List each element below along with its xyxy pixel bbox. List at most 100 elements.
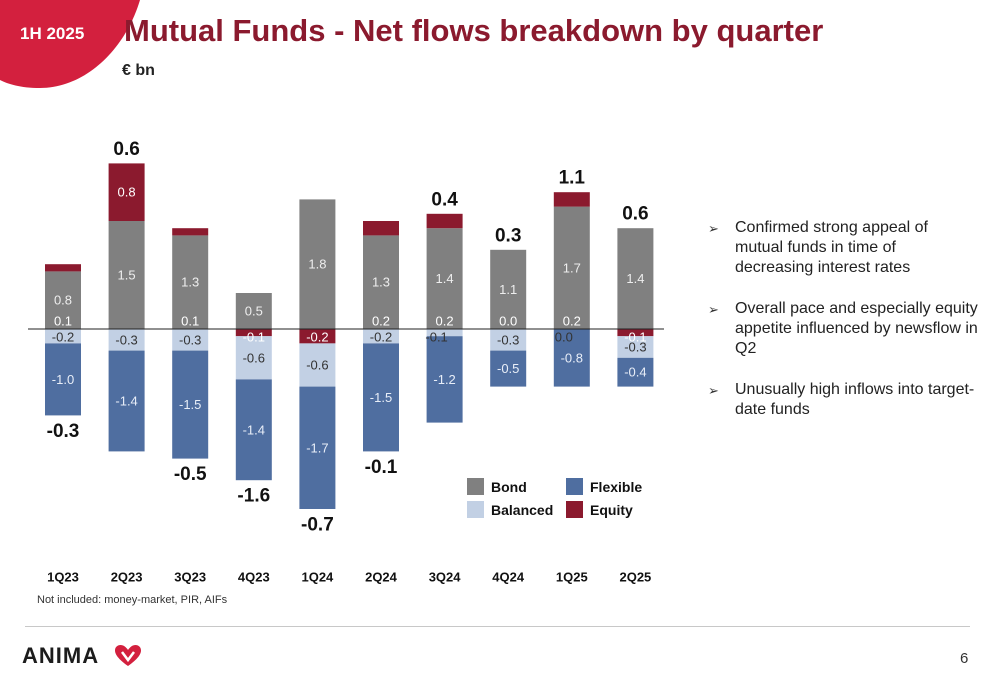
footer-divider [25, 626, 970, 627]
bar-segment-equity [172, 228, 209, 236]
bar-segment-flexible [108, 350, 145, 452]
segment-value-label: 1.3 [372, 275, 390, 290]
page-title: Mutual Funds - Net flows breakdown by qu… [124, 13, 824, 48]
bar-segment-bond [172, 235, 209, 329]
bar-segment-bond [553, 206, 590, 329]
total-label: 1.1 [559, 168, 586, 189]
bar-segment-flexible [299, 386, 336, 509]
commentary-item: ➢ Unusually high inflows into target-dat… [708, 380, 978, 420]
commentary-item: ➢ Confirmed strong appeal of mutual fund… [708, 218, 978, 278]
legend-label: Bond [491, 479, 527, 495]
segment-value-label: -0.6 [306, 358, 328, 373]
bar-segment-flexible [617, 357, 654, 387]
category-tick-label: 4Q23 [238, 570, 270, 585]
total-label: 0.6 [113, 139, 139, 160]
legend-label: Equity [590, 502, 633, 518]
segment-value-label: -1.4 [243, 422, 265, 437]
segment-value-label: -0.2 [370, 330, 392, 345]
segment-value-label: 0.8 [54, 293, 72, 308]
segment-value-label: 1.8 [308, 257, 326, 272]
segment-value-label: -0.1 [425, 330, 447, 345]
segment-value-label: 0.0 [499, 314, 517, 329]
bar-segment-balanced [172, 329, 209, 351]
segment-value-label: -0.3 [179, 332, 201, 347]
segment-value-label: -1.5 [179, 397, 201, 412]
bar-segment-bond [299, 199, 336, 329]
segment-value-label: -1.0 [52, 372, 74, 387]
segment-value-label: -0.1 [243, 330, 265, 345]
arrow-bullet-icon: ➢ [708, 383, 719, 398]
bar-segment-equity [363, 221, 399, 236]
segment-value-label: -0.3 [497, 332, 519, 347]
segment-value-label: 1.4 [626, 271, 644, 286]
bar-segment-equity [235, 329, 272, 337]
segment-value-label: 1.7 [563, 260, 581, 275]
bar-segment-equity [299, 329, 336, 344]
segment-value-label: 1.1 [499, 282, 517, 297]
segment-value-label: 0.5 [245, 304, 263, 319]
anima-logo: ANIMA [22, 643, 142, 669]
bar-segment-equity [426, 213, 463, 229]
segment-value-label: -1.4 [115, 394, 137, 409]
segment-value-label: 1.5 [118, 268, 136, 283]
total-label: -0.1 [365, 457, 398, 478]
net-flows-chart: 0.80.1-0.2-1.0-0.31Q231.50.8-0.3-1.40.62… [28, 139, 664, 585]
commentary-text: Overall pace and especially equity appet… [735, 300, 978, 357]
commentary-list: ➢ Confirmed strong appeal of mutual fund… [708, 218, 978, 441]
total-label: -0.5 [174, 464, 207, 485]
segment-value-label: 1.3 [181, 275, 199, 290]
commentary-text: Unusually high inflows into target-date … [735, 381, 975, 418]
arrow-bullet-icon: ➢ [708, 221, 719, 236]
bar-segment-flexible [553, 329, 590, 387]
segment-value-label: -0.3 [115, 332, 137, 347]
category-tick-label: 3Q23 [174, 570, 206, 585]
bar-segment-flexible [45, 343, 81, 416]
bar-segment-bond [617, 228, 654, 329]
segment-value-label: 0.0 [555, 330, 573, 345]
bar-segment-bond [235, 293, 272, 329]
total-label: 0.6 [622, 204, 648, 225]
legend-swatch [467, 478, 484, 495]
segment-value-label: -0.8 [561, 350, 583, 365]
category-tick-label: 1Q24 [301, 570, 334, 585]
bar-segment-flexible [235, 379, 272, 481]
logo-wordmark: ANIMA [22, 643, 100, 668]
total-label: -0.3 [47, 421, 80, 442]
legend-label: Balanced [491, 502, 553, 518]
category-tick-label: 1Q25 [556, 570, 588, 585]
bar-segment-equity [553, 192, 590, 207]
page-number: 6 [960, 650, 969, 667]
segment-value-label: 0.8 [118, 185, 136, 200]
bar-segment-flexible [172, 350, 209, 459]
bar-segment-bond [45, 271, 81, 329]
legend-swatch [566, 501, 583, 518]
segment-value-label: 0.2 [436, 314, 454, 329]
commentary-item: ➢ Overall pace and especially equity app… [708, 299, 978, 359]
total-label: 0.4 [431, 189, 458, 210]
header-badge-shape [0, 0, 140, 88]
bar-segment-bond [363, 235, 399, 329]
bar-segment-balanced [108, 329, 145, 351]
bar-segment-balanced [490, 329, 527, 351]
segment-value-label: -1.5 [370, 390, 392, 405]
arrow-bullet-icon: ➢ [708, 302, 719, 317]
category-tick-label: 3Q24 [429, 570, 462, 585]
bar-segment-bond [490, 249, 527, 329]
legend-swatch [566, 478, 583, 495]
segment-value-label: -0.6 [243, 350, 265, 365]
commentary-text: Confirmed strong appeal of mutual funds … [735, 219, 928, 276]
category-tick-label: 2Q23 [111, 570, 143, 585]
footnote: Not included: money-market, PIR, AIFs [37, 594, 228, 606]
total-label: 0.3 [495, 225, 521, 246]
segment-value-label: 0.1 [54, 314, 72, 329]
segment-value-label: -0.2 [52, 330, 74, 345]
bar-segment-equity [45, 264, 81, 272]
bar-segment-balanced [363, 329, 399, 344]
category-tick-label: 2Q24 [365, 570, 398, 585]
period-badge: 1H 2025 [20, 24, 85, 43]
bar-segment-flexible [363, 343, 399, 452]
bar-segment-balanced [617, 336, 654, 358]
bar-segment-bond [108, 221, 145, 329]
segment-value-label: 0.2 [372, 314, 390, 329]
bar-segment-balanced [299, 343, 336, 387]
